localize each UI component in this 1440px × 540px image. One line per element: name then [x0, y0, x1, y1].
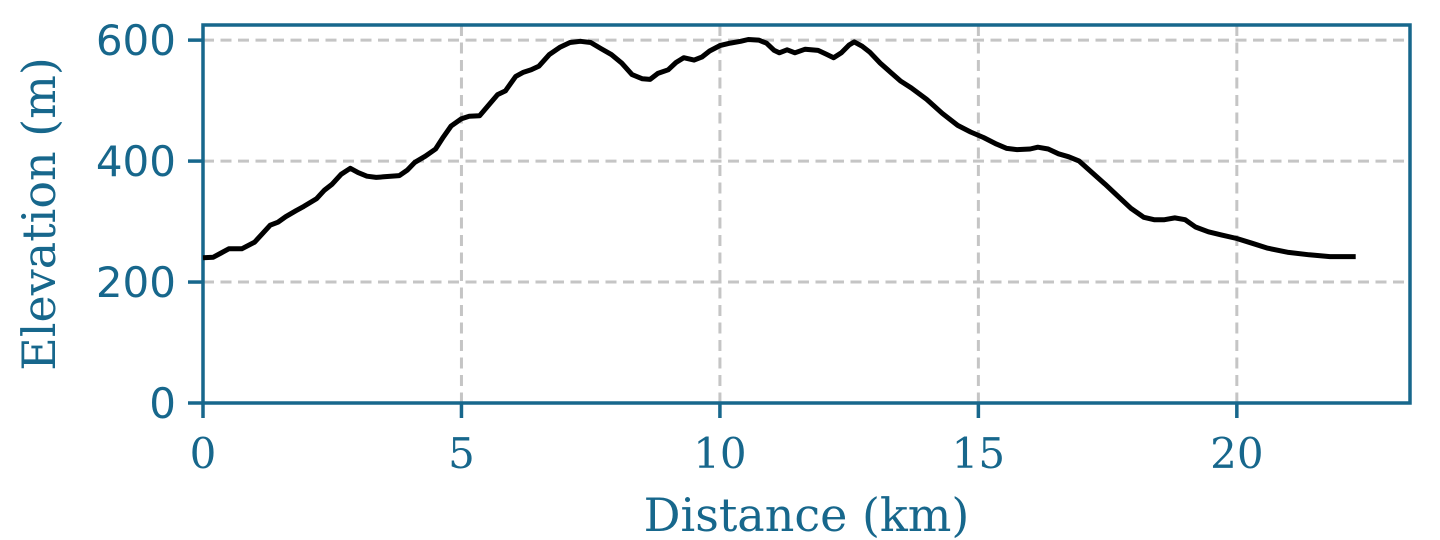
y-tick-label: 600 — [96, 16, 176, 65]
grid-lines — [203, 25, 1410, 403]
x-tick-label: 5 — [448, 429, 475, 478]
y-axis-label: Elevation (m) — [12, 57, 66, 371]
y-tick-label: 0 — [149, 379, 176, 428]
y-tick-label: 400 — [96, 137, 176, 186]
x-tick-label: 10 — [693, 429, 746, 478]
x-tick-label: 15 — [952, 429, 1005, 478]
y-tick-label: 200 — [96, 258, 176, 307]
x-tick-label: 0 — [190, 429, 217, 478]
x-axis-label: Distance (km) — [644, 488, 970, 540]
plot-frame — [201, 23, 1412, 405]
x-tick-label: 20 — [1210, 429, 1263, 478]
axis-ticks — [188, 38, 1239, 418]
elevation-line — [202, 37, 1356, 261]
